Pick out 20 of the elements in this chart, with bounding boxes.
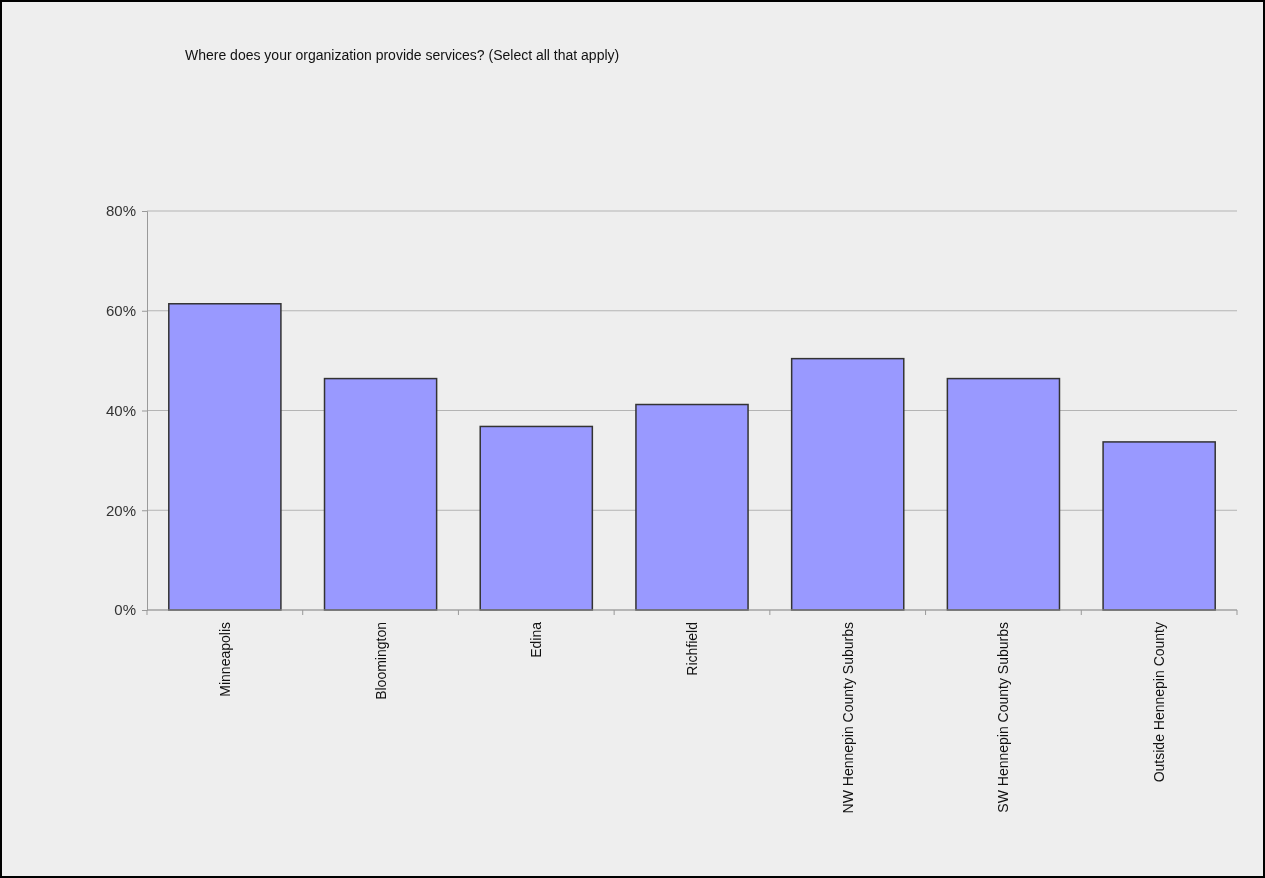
bar — [790, 357, 905, 611]
x-tick-label: SW Hennepin County Suburbs — [995, 622, 1012, 813]
y-tick-label: 60% — [105, 302, 136, 320]
bar — [1102, 441, 1216, 611]
x-tick-label: Edina — [528, 621, 545, 658]
x-tick-label: Outside Hennepin County — [1151, 622, 1168, 783]
bar — [946, 377, 1061, 611]
y-tick-label: 0% — [114, 601, 136, 619]
bar — [479, 425, 594, 611]
bar — [635, 403, 749, 611]
bar — [168, 303, 282, 611]
y-tick-label: 20% — [105, 501, 136, 519]
x-tick-label: Richfield — [684, 622, 700, 676]
y-tick-label: 40% — [105, 401, 136, 419]
x-tick-label: Minneapolis — [216, 622, 233, 697]
y-tick-label: 80% — [105, 202, 136, 220]
chart-title: Where does your organization provide services? (Select all that apply) — [185, 47, 620, 63]
bar — [323, 377, 438, 611]
x-tick-label: NW Hennepin County Suburbs — [839, 622, 856, 814]
x-tick-label: Bloomington — [372, 622, 389, 700]
